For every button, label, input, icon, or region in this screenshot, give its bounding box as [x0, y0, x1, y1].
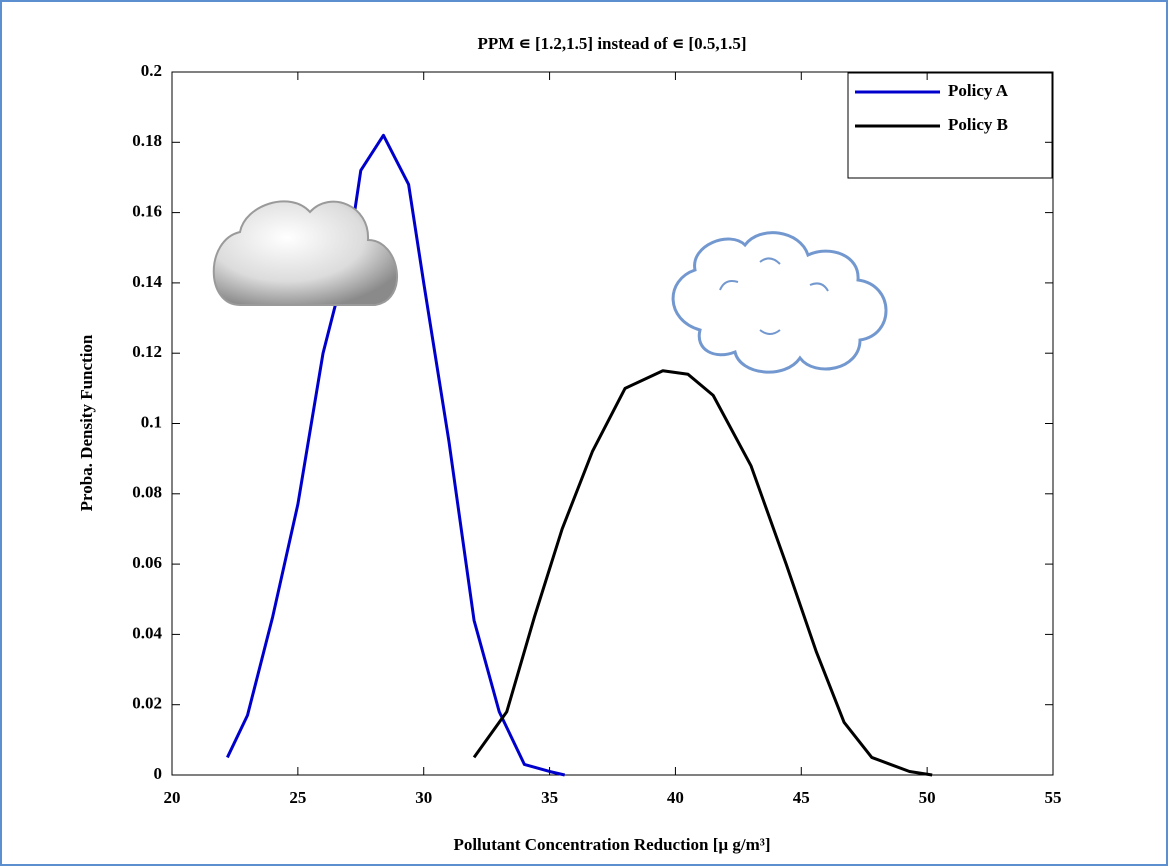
x-tick-label: 45: [793, 788, 810, 807]
y-tick-label: 0.14: [132, 272, 162, 291]
cloud-outline: [671, 231, 888, 374]
cloud-gray: [212, 200, 398, 306]
series-line: [226, 133, 566, 777]
plot-area: [171, 71, 1054, 776]
y-axis-label: Proba. Density Function: [77, 334, 96, 511]
y-tick-label: 0.16: [132, 202, 162, 221]
x-tick-label: 30: [415, 788, 432, 807]
y-tick-label: 0.04: [132, 623, 162, 642]
y-tick-label: 0.06: [132, 553, 162, 572]
x-axis-label: Pollutant Concentration Reduction [µ g/m…: [453, 835, 770, 854]
x-tick-label: 40: [667, 788, 684, 807]
x-tick-label: 25: [289, 788, 306, 807]
legend-label: Policy A: [948, 81, 1009, 100]
y-tick-label: 0.2: [141, 61, 162, 80]
y-tick-label: 0: [154, 764, 163, 783]
y-tick-label: 0.08: [132, 483, 162, 502]
x-tick-label: 35: [541, 788, 558, 807]
y-tick-label: 0.02: [132, 694, 162, 713]
x-tick-label: 20: [164, 788, 181, 807]
curves: [226, 133, 933, 777]
y-tick-label: 0.18: [132, 131, 162, 150]
legend-label: Policy B: [948, 115, 1008, 134]
legend: Policy A Policy B: [847, 72, 1053, 179]
x-tick-label: 50: [919, 788, 936, 807]
y-tick-label: 0.12: [132, 342, 162, 361]
x-tick-label: 55: [1045, 788, 1062, 807]
series-line: [472, 369, 933, 777]
y-tick-label: 0.1: [141, 412, 162, 431]
chart-title: PPM ∊ [1.2,1.5] instead of ∊ [0.5,1.5]: [478, 34, 747, 53]
